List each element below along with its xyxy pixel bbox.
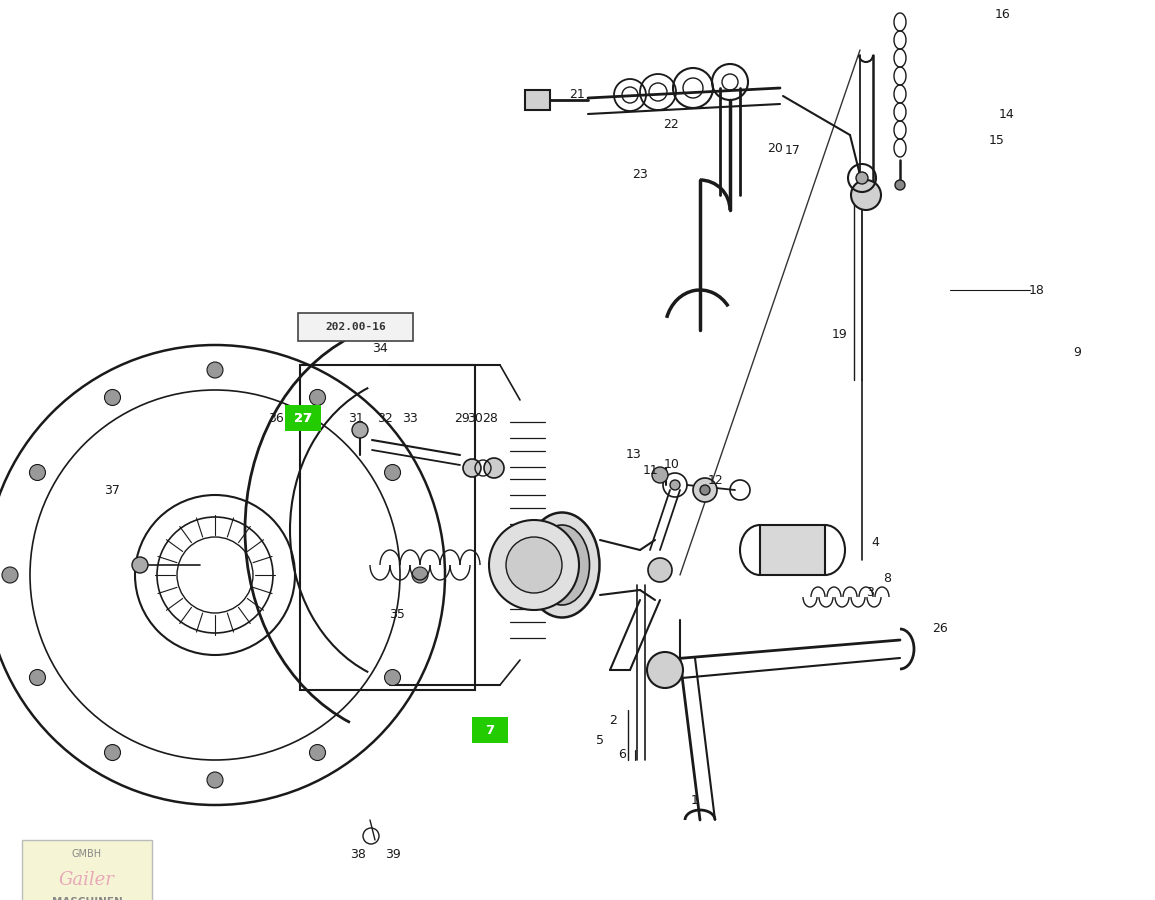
- Text: 5: 5: [596, 734, 604, 746]
- Circle shape: [648, 558, 672, 582]
- Circle shape: [104, 390, 120, 406]
- Text: 18: 18: [1029, 284, 1045, 296]
- Circle shape: [207, 362, 223, 378]
- Text: 29: 29: [454, 411, 470, 425]
- Circle shape: [693, 478, 717, 502]
- Circle shape: [385, 670, 401, 686]
- Text: 28: 28: [482, 411, 498, 425]
- Text: 9: 9: [1073, 346, 1081, 359]
- Text: 34: 34: [372, 341, 388, 355]
- Text: 6: 6: [618, 749, 626, 761]
- Text: 8: 8: [884, 572, 891, 584]
- Circle shape: [895, 180, 906, 190]
- Text: 20: 20: [767, 141, 783, 155]
- Circle shape: [463, 459, 480, 477]
- Circle shape: [352, 422, 368, 438]
- Text: 3: 3: [866, 586, 874, 598]
- Text: 26: 26: [932, 622, 948, 634]
- Text: 15: 15: [989, 133, 1005, 147]
- Circle shape: [310, 390, 326, 406]
- Text: 17: 17: [785, 143, 800, 157]
- Text: 27: 27: [293, 412, 312, 426]
- Circle shape: [851, 180, 881, 210]
- Circle shape: [412, 567, 429, 583]
- Text: 14: 14: [999, 109, 1015, 122]
- FancyBboxPatch shape: [22, 840, 152, 900]
- FancyBboxPatch shape: [472, 717, 508, 743]
- Circle shape: [653, 467, 668, 483]
- Text: 10: 10: [664, 458, 680, 472]
- Circle shape: [104, 744, 120, 760]
- Text: 4: 4: [871, 536, 879, 550]
- Circle shape: [700, 485, 710, 495]
- Circle shape: [484, 458, 504, 478]
- Text: 202.00-16: 202.00-16: [325, 322, 386, 332]
- Bar: [298, 313, 413, 341]
- Circle shape: [30, 670, 45, 686]
- Text: 7: 7: [485, 724, 494, 737]
- Text: 33: 33: [402, 411, 418, 425]
- Circle shape: [310, 744, 326, 760]
- Bar: [760, 525, 825, 575]
- Text: 19: 19: [832, 328, 848, 341]
- Text: 31: 31: [348, 411, 364, 425]
- Ellipse shape: [535, 525, 589, 605]
- Bar: [526, 90, 550, 110]
- Text: 32: 32: [378, 411, 393, 425]
- Text: 30: 30: [467, 411, 483, 425]
- Circle shape: [647, 652, 683, 688]
- Text: 38: 38: [350, 849, 366, 861]
- Text: 27: 27: [295, 411, 312, 425]
- Circle shape: [2, 567, 18, 583]
- Text: 16: 16: [996, 7, 1011, 21]
- Circle shape: [30, 464, 45, 481]
- Text: 37: 37: [104, 483, 120, 497]
- Text: GMBH: GMBH: [72, 850, 102, 859]
- Text: 2: 2: [609, 714, 617, 726]
- Text: 11: 11: [643, 464, 658, 476]
- Circle shape: [670, 480, 680, 490]
- Circle shape: [385, 464, 401, 481]
- Text: MASCHINEN: MASCHINEN: [52, 897, 122, 900]
- Text: Gailer: Gailer: [59, 871, 116, 889]
- FancyBboxPatch shape: [285, 405, 321, 431]
- Text: 36: 36: [268, 411, 284, 425]
- Text: 12: 12: [708, 473, 724, 487]
- Text: 21: 21: [569, 88, 584, 102]
- Circle shape: [207, 772, 223, 788]
- Circle shape: [856, 172, 869, 184]
- Circle shape: [506, 537, 562, 593]
- Bar: [300, 365, 475, 690]
- Text: 23: 23: [632, 168, 648, 182]
- Circle shape: [132, 557, 148, 573]
- Text: 39: 39: [385, 849, 401, 861]
- Text: 35: 35: [389, 608, 405, 620]
- Text: 22: 22: [663, 119, 679, 131]
- Ellipse shape: [524, 512, 599, 617]
- Text: 13: 13: [626, 448, 642, 462]
- Circle shape: [489, 520, 579, 610]
- Text: 1: 1: [691, 794, 699, 806]
